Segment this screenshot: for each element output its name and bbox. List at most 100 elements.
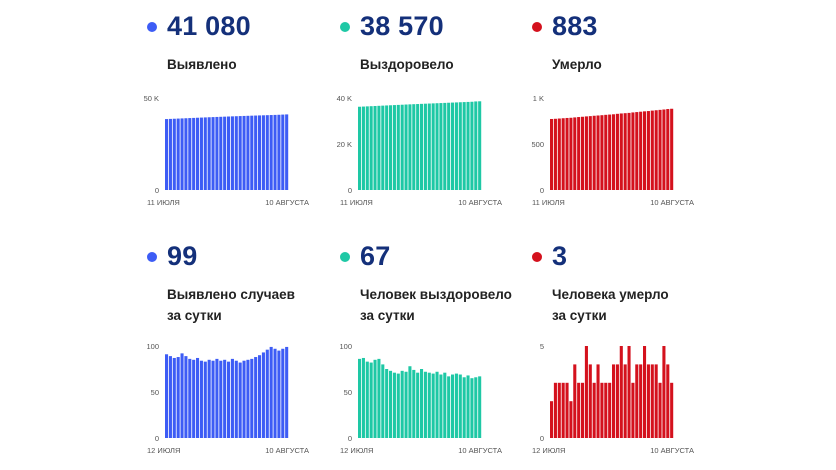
blue-dot-icon <box>147 252 157 262</box>
x-tick-label-start: 11 ИЮЛЯ <box>147 198 180 207</box>
deaths-total-chart: 1 K 500 0 11 ИЮЛЯ 10 АВГУСТА <box>531 94 694 207</box>
bar <box>377 105 381 190</box>
bar <box>447 102 451 190</box>
bar <box>258 355 262 438</box>
bar <box>211 360 215 438</box>
bar <box>188 118 192 190</box>
bar <box>604 114 608 190</box>
detected-total-label: Выявлено <box>167 57 237 72</box>
bar <box>462 102 466 190</box>
bar <box>385 369 389 438</box>
bar <box>219 360 223 438</box>
bar <box>557 382 561 438</box>
bar <box>435 103 439 190</box>
daily-detected-value: 99 <box>167 241 198 271</box>
bar <box>650 110 654 190</box>
bar <box>172 118 176 190</box>
bar <box>246 115 250 190</box>
x-tick-label-start: 11 ИЮЛЯ <box>340 198 373 207</box>
x-tick-label-start: 11 ИЮЛЯ <box>532 198 565 207</box>
bar <box>184 356 188 438</box>
x-tick-label-start: 12 ИЮЛЯ <box>147 446 180 455</box>
bar <box>635 364 639 438</box>
y-tick-label: 0 <box>540 434 544 443</box>
bar <box>427 372 431 438</box>
bar <box>584 346 588 438</box>
bar <box>227 116 231 190</box>
bar <box>176 118 180 190</box>
bar <box>458 374 462 438</box>
bar <box>596 364 600 438</box>
bar <box>358 358 362 438</box>
y-tick-label: 100 <box>339 342 352 351</box>
bar <box>588 364 592 438</box>
bar <box>654 110 658 190</box>
bar <box>238 116 242 190</box>
bar <box>474 377 478 438</box>
y-tick-label: 500 <box>531 140 544 149</box>
bar <box>412 369 416 438</box>
bar <box>619 113 623 190</box>
bar <box>404 371 408 438</box>
bar <box>215 116 219 190</box>
bar <box>478 101 482 190</box>
bar <box>631 382 635 438</box>
bar <box>596 115 600 190</box>
bar <box>569 117 573 190</box>
bar <box>211 117 215 190</box>
bar <box>443 372 447 438</box>
bar <box>230 358 234 438</box>
bar <box>250 358 254 438</box>
bar <box>565 382 569 438</box>
bar <box>474 101 478 190</box>
y-tick-label: 1 K <box>533 94 544 103</box>
bar <box>439 374 443 438</box>
bar <box>662 346 666 438</box>
red-dot-icon <box>532 22 542 32</box>
bar <box>361 106 365 190</box>
bar <box>219 116 223 190</box>
bar <box>592 382 596 438</box>
bar <box>470 101 474 190</box>
daily-deaths-chart: 5 0 12 ИЮЛЯ 10 АВГУСТА <box>532 342 694 455</box>
bar <box>608 114 612 190</box>
bar <box>207 117 211 190</box>
bar <box>168 118 172 190</box>
daily-recovered-chart: 100 50 0 12 ИЮЛЯ 10 АВГУСТА <box>339 342 502 455</box>
bar <box>254 357 258 438</box>
deaths-total-label: Умерло <box>552 57 602 72</box>
bar <box>277 114 281 190</box>
bar <box>612 364 616 438</box>
bar <box>281 114 285 190</box>
bar <box>196 357 200 438</box>
x-tick-label-start: 12 ИЮЛЯ <box>532 446 565 455</box>
bar <box>277 350 281 438</box>
detected-total-value: 41 080 <box>167 11 251 41</box>
bar <box>420 103 424 190</box>
bar <box>439 103 443 190</box>
bar <box>234 116 238 190</box>
bar <box>273 348 277 438</box>
bar <box>180 118 184 190</box>
bar <box>615 364 619 438</box>
daily-detected-chart: 100 50 0 12 ИЮЛЯ 10 АВГУСТА <box>146 342 309 455</box>
red-dot-icon <box>532 252 542 262</box>
daily-deaths-value: 3 <box>552 241 568 271</box>
bar <box>396 104 400 190</box>
bar <box>396 373 400 438</box>
bar <box>377 358 381 438</box>
bar <box>451 374 455 438</box>
bar <box>365 106 369 190</box>
bar <box>435 371 439 438</box>
bar <box>281 348 285 438</box>
bar <box>412 104 416 190</box>
bar <box>392 372 396 438</box>
bar <box>608 382 612 438</box>
bar <box>261 115 265 190</box>
bar <box>176 357 180 438</box>
bar <box>269 346 273 438</box>
bar <box>670 108 674 190</box>
y-tick-label: 0 <box>348 434 352 443</box>
bar <box>234 360 238 438</box>
bar <box>454 102 458 190</box>
